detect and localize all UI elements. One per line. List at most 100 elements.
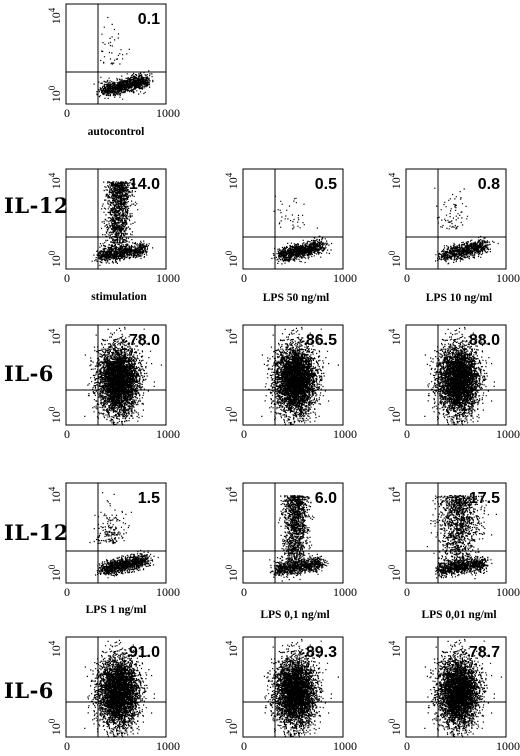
y-tick-min: 100 <box>47 85 63 102</box>
y-tick-max: 104 <box>47 172 63 189</box>
caption-lps-1: LPS 1 ng/ml <box>85 604 147 616</box>
dot-plot-panel: 78.7 0 1000 100 104 <box>387 636 520 753</box>
x-tick-min: 0 <box>241 271 247 285</box>
y-tick-min: 100 <box>387 718 403 735</box>
caption-lps-10: LPS 10 ng/ml <box>425 292 493 304</box>
y-tick-min: 100 <box>224 718 240 735</box>
percent-value-label: 86.5 <box>306 332 337 349</box>
x-tick-min: 0 <box>64 585 70 599</box>
event-dots <box>424 326 495 426</box>
dot-plot-panel: 0.5 0 1000 100 104 <box>224 168 357 285</box>
x-tick-max: 1000 <box>496 739 520 753</box>
plot-frame <box>65 482 167 584</box>
percent-value-label: 78.7 <box>469 644 500 661</box>
dot-plot-panel: 0.8 0 1000 100 104 <box>387 168 520 285</box>
dot-plot-panel: 0.1 0 1000 100 104 <box>47 3 180 120</box>
plot-frame <box>405 324 507 426</box>
plot-frame <box>242 482 344 584</box>
percent-value-label: 1.5 <box>138 490 160 507</box>
y-tick-min: 100 <box>47 718 63 735</box>
x-tick-max: 1000 <box>333 585 357 599</box>
x-tick-max: 1000 <box>156 271 180 285</box>
dot-plot-panel: 86.5 0 1000 100 104 <box>224 324 357 441</box>
y-tick-min: 100 <box>387 250 403 267</box>
y-tick-max: 104 <box>224 486 240 503</box>
percent-value-label: 91.0 <box>129 644 160 661</box>
x-tick-min: 0 <box>241 739 247 753</box>
y-tick-min: 100 <box>47 564 63 581</box>
event-dots <box>271 195 333 265</box>
event-dots <box>84 326 162 426</box>
row-label-il6-top: IL-6 <box>4 361 54 386</box>
row-label-il12-bottom: IL-12 <box>4 520 70 545</box>
x-tick-min: 0 <box>64 271 70 285</box>
event-dots <box>434 187 499 265</box>
caption-lps-50: LPS 50 ng/ml <box>262 292 330 304</box>
x-tick-min: 0 <box>404 739 410 753</box>
caption-lps-0-01: LPS 0,01 ng/ml <box>421 609 497 621</box>
plot-frame <box>65 3 167 105</box>
event-dots <box>261 326 339 426</box>
y-tick-max: 104 <box>47 7 63 24</box>
event-dots <box>263 638 339 738</box>
x-tick-max: 1000 <box>496 585 520 599</box>
dot-plot-panel: 6.0 0 1000 100 104 <box>224 482 357 599</box>
plot-frame <box>242 168 344 270</box>
y-tick-max: 104 <box>387 172 403 189</box>
row-label-il6-bottom: IL-6 <box>4 678 54 703</box>
x-tick-max: 1000 <box>156 739 180 753</box>
percent-value-label: 0.5 <box>315 176 337 193</box>
percent-value-label: 0.1 <box>138 11 160 28</box>
y-tick-min: 100 <box>224 250 240 267</box>
plot-frame <box>405 168 507 270</box>
x-tick-min: 0 <box>64 427 70 441</box>
x-tick-min: 0 <box>404 271 410 285</box>
x-tick-min: 0 <box>64 106 70 120</box>
row-label-il12-top: IL-12 <box>4 193 70 218</box>
y-tick-max: 104 <box>224 328 240 345</box>
y-tick-max: 104 <box>47 486 63 503</box>
x-tick-min: 0 <box>64 739 70 753</box>
y-tick-min: 100 <box>224 406 240 423</box>
event-dots <box>424 638 502 738</box>
dot-plot-panel: 17.5 0 1000 100 104 <box>387 482 520 599</box>
caption-stimulation: stimulation <box>91 291 147 303</box>
x-tick-min: 0 <box>404 585 410 599</box>
y-tick-max: 104 <box>224 640 240 657</box>
event-dots <box>89 492 159 579</box>
plot-frame <box>405 636 507 738</box>
event-dots <box>84 639 155 737</box>
percent-value-label: 0.8 <box>478 176 500 193</box>
dot-plot-panel: 91.0 0 1000 100 104 <box>47 636 180 753</box>
dot-plot-panel: 78.0 0 1000 100 104 <box>47 324 180 441</box>
percent-value-label: 89.3 <box>306 644 337 661</box>
y-tick-min: 100 <box>387 564 403 581</box>
y-tick-min: 100 <box>224 564 240 581</box>
x-tick-max: 1000 <box>496 271 520 285</box>
x-tick-max: 1000 <box>156 106 180 120</box>
y-tick-max: 104 <box>387 328 403 345</box>
y-tick-min: 100 <box>47 250 63 267</box>
plot-frame <box>65 636 167 738</box>
event-dots <box>426 495 497 580</box>
percent-value-label: 6.0 <box>315 490 337 507</box>
y-tick-max: 104 <box>47 328 63 345</box>
y-tick-max: 104 <box>47 640 63 657</box>
x-tick-min: 0 <box>241 585 247 599</box>
plot-frame <box>65 168 167 270</box>
plot-frame <box>405 482 507 584</box>
y-tick-max: 104 <box>224 172 240 189</box>
plot-frame <box>242 324 344 426</box>
y-tick-max: 104 <box>387 640 403 657</box>
percent-value-label: 78.0 <box>129 332 160 349</box>
percent-value-label: 14.0 <box>129 176 160 193</box>
x-tick-max: 1000 <box>156 427 180 441</box>
x-tick-max: 1000 <box>333 739 357 753</box>
x-tick-min: 0 <box>404 427 410 441</box>
plot-frame <box>242 636 344 738</box>
dot-plot-panel: 1.5 0 1000 100 104 <box>47 482 180 599</box>
caption-lps-0-1: LPS 0,1 ng/ml <box>260 609 330 621</box>
y-tick-min: 100 <box>47 406 63 423</box>
